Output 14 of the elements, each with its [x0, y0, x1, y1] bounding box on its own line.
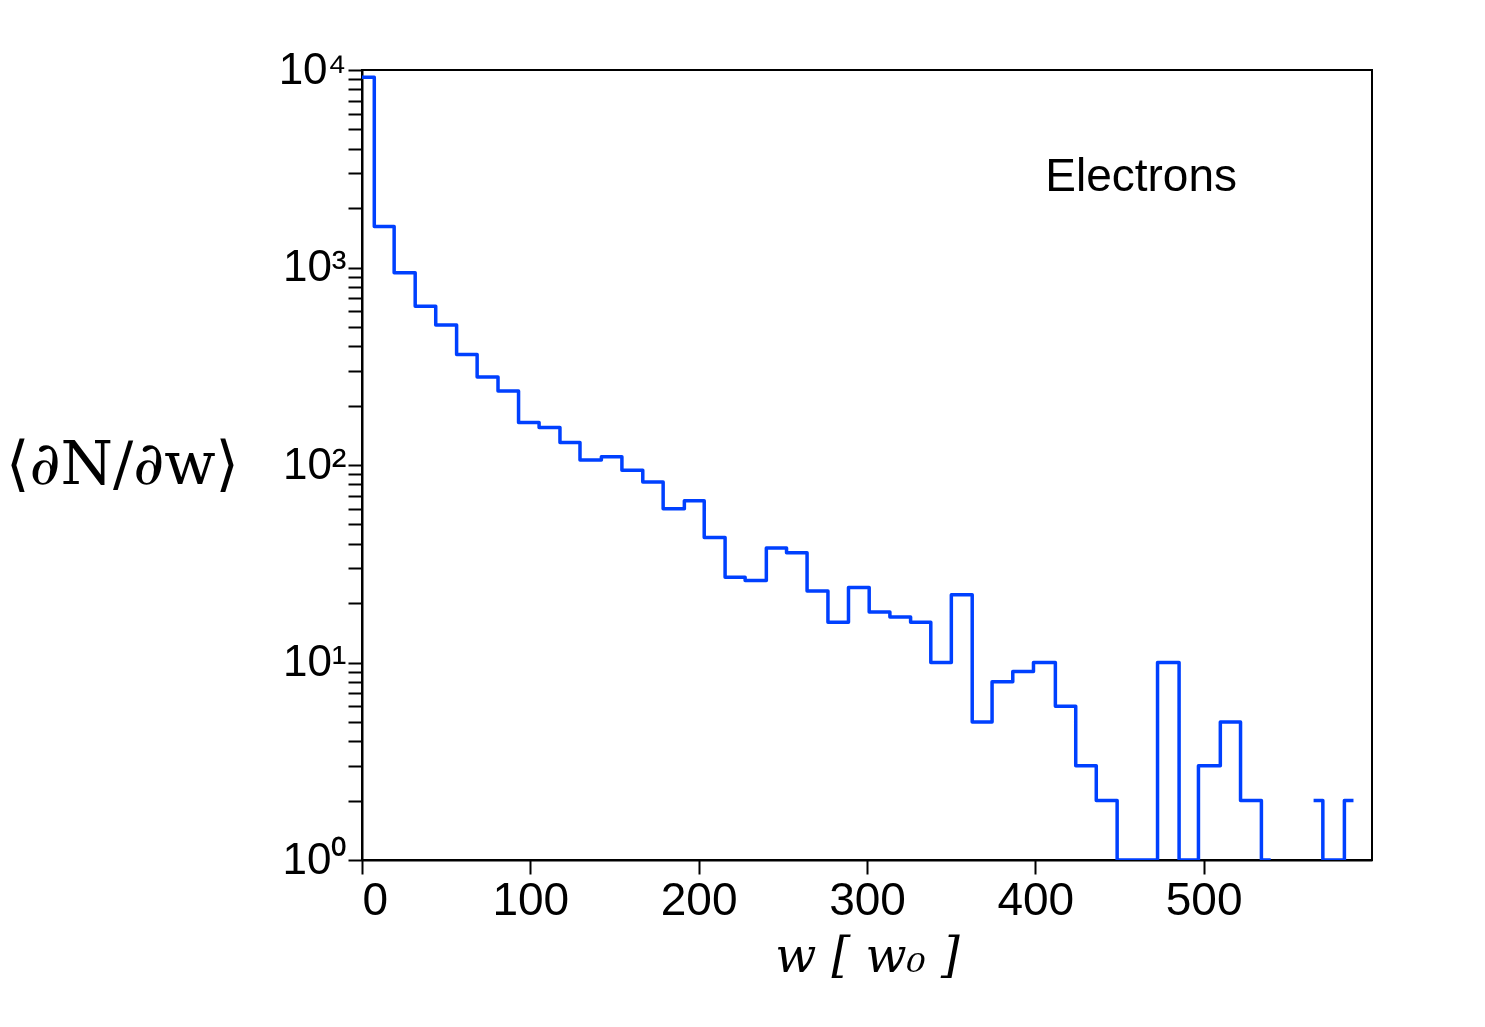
x-tick-label: 300 — [829, 872, 906, 925]
x-tick-label: 200 — [660, 872, 738, 925]
x-tick-label: 100 — [492, 872, 570, 925]
x-axis-title: w [ w₀ ] — [775, 926, 961, 983]
y-tick-label: 10⁰ — [282, 833, 347, 883]
x-tick-label: 500 — [1165, 872, 1243, 925]
x-tick-label: 400 — [997, 872, 1075, 925]
y-tick-label: 10³ — [282, 241, 347, 290]
x-tick-label: 0 — [362, 872, 389, 925]
y-tick-label: 10² — [282, 438, 347, 488]
annotation: Electrons — [1045, 149, 1237, 201]
y-tick-label: 10⁴ — [278, 43, 347, 93]
y-tick-label: 10¹ — [282, 636, 347, 685]
y-axis-title: ⟨∂N/∂w⟩ — [6, 427, 239, 498]
